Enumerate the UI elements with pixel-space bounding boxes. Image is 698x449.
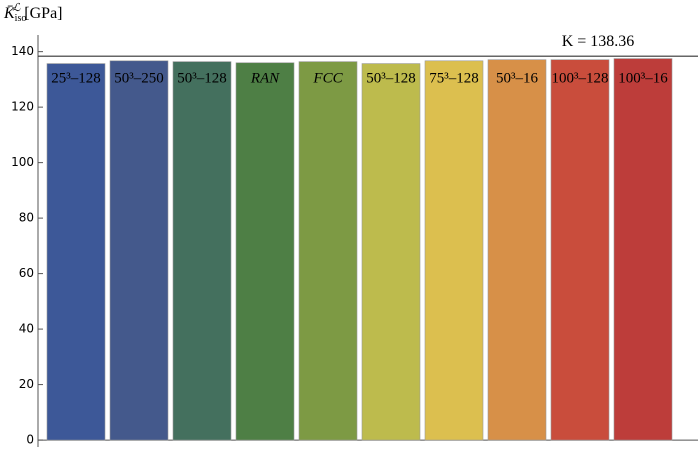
y-tick-label: 60 — [19, 266, 34, 280]
y-tick-label: 0 — [26, 433, 34, 447]
bar-label: RAN — [250, 70, 280, 86]
bar — [298, 61, 358, 441]
bar-label: 50³–250 — [114, 70, 164, 86]
bar — [235, 62, 295, 441]
bar-label: 50³–128 — [177, 70, 227, 86]
bar-label: 50³–16 — [496, 70, 538, 86]
bar-label: 100³–128 — [552, 70, 609, 86]
y-tick-label: 120 — [11, 100, 34, 114]
y-axis-label: K̄isoℒ [GPa] — [3, 2, 63, 25]
y-tick-label: 140 — [11, 44, 34, 58]
y-label-sup: ℒ — [12, 2, 21, 14]
y-label-unit: [GPa] — [24, 5, 62, 22]
bar-label: 100³–16 — [618, 70, 668, 86]
y-tick-label: 20 — [19, 377, 34, 391]
bar — [46, 63, 106, 441]
bar-label: 50³–128 — [366, 70, 416, 86]
bar — [613, 58, 673, 441]
reference-label: K = 138.36 — [562, 33, 635, 50]
bar — [361, 63, 421, 441]
bar — [487, 59, 547, 441]
bar — [550, 59, 610, 441]
y-tick-label: 80 — [19, 211, 34, 225]
y-tick-label: 100 — [11, 155, 34, 169]
y-label-sub: iso — [15, 13, 27, 24]
bar — [424, 60, 484, 441]
bar — [109, 60, 169, 441]
bar-label: FCC — [312, 70, 343, 86]
bar-label: 25³–128 — [51, 70, 101, 86]
bar — [172, 61, 232, 441]
y-tick-label: 40 — [19, 322, 34, 336]
bar-label: 75³–128 — [429, 70, 479, 86]
y-label-symbol: K̄ — [3, 5, 16, 22]
